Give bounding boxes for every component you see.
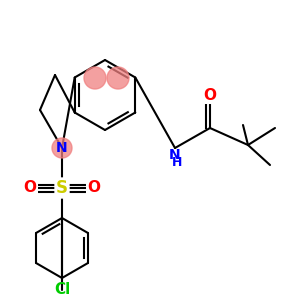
Text: N: N bbox=[56, 141, 68, 155]
Circle shape bbox=[107, 67, 129, 89]
Text: N: N bbox=[169, 148, 181, 162]
Circle shape bbox=[84, 67, 106, 89]
Circle shape bbox=[52, 138, 72, 158]
Text: O: O bbox=[88, 181, 100, 196]
Text: Cl: Cl bbox=[54, 283, 70, 298]
Text: O: O bbox=[203, 88, 217, 103]
Text: S: S bbox=[56, 179, 68, 197]
Text: H: H bbox=[172, 156, 182, 169]
Text: O: O bbox=[23, 181, 37, 196]
